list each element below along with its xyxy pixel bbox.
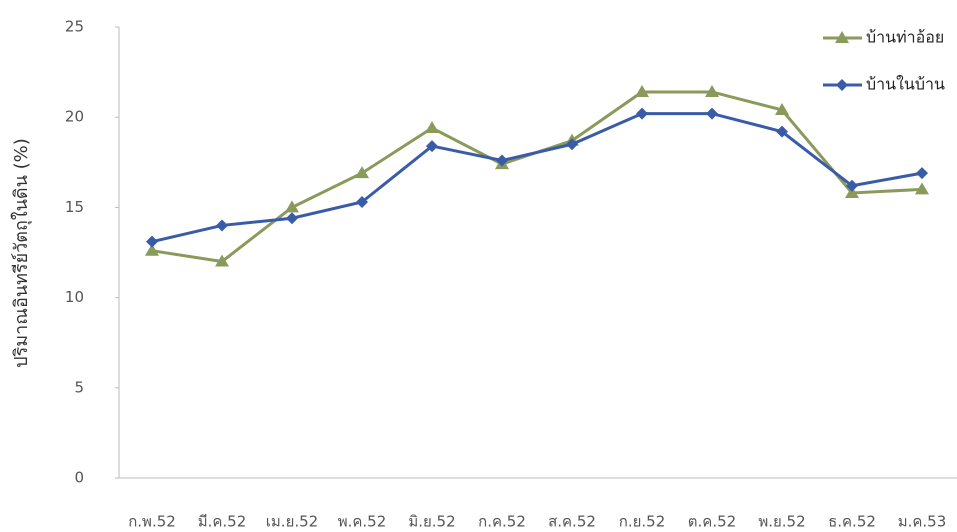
x-tick-label: พ.ค.52 <box>338 513 387 531</box>
y-tick-label: 0 <box>74 469 84 487</box>
x-tick-label: มิ.ย.52 <box>408 513 455 531</box>
x-tick-label: ก.ย.52 <box>619 513 666 531</box>
point <box>566 138 578 151</box>
series-line <box>151 90 923 264</box>
series-line <box>151 112 923 244</box>
legend-label: บ้านในบ้าน <box>866 75 945 94</box>
legend-label: บ้านท่าอ้อย <box>866 28 944 47</box>
point <box>215 254 229 267</box>
point <box>425 121 439 134</box>
x-tick-label: เม.ย.52 <box>266 513 318 531</box>
x-tick-label: พ.ย.52 <box>758 513 805 531</box>
point <box>356 195 368 208</box>
y-tick-label: 25 <box>65 18 84 36</box>
point <box>216 219 228 232</box>
point <box>286 212 298 225</box>
point <box>705 84 719 97</box>
point <box>635 84 649 97</box>
x-tick-label: ก.ค.52 <box>478 513 526 531</box>
y-tick-label: 20 <box>65 108 84 126</box>
point <box>706 107 718 120</box>
point <box>426 140 438 153</box>
y-tick-label: 5 <box>74 378 84 396</box>
x-tick-label: ส.ค.52 <box>548 513 596 531</box>
point <box>846 179 858 192</box>
x-tick-label: ม.ค.53 <box>898 513 947 531</box>
y-tick-label: 15 <box>65 198 84 216</box>
point <box>146 235 158 248</box>
legend-marker <box>835 31 849 43</box>
point <box>775 102 789 115</box>
y-tick-label: 10 <box>65 288 84 306</box>
x-tick-label: ต.ค.52 <box>688 513 736 531</box>
point <box>285 200 299 213</box>
point <box>145 243 159 256</box>
x-tick-label: มี.ค.52 <box>198 513 247 531</box>
point <box>916 167 928 180</box>
y-axis-label: ปริมาณอินทรีย์วัตถุในดิน (%) <box>10 138 32 368</box>
point <box>915 182 929 195</box>
point <box>355 166 369 179</box>
x-tick-label: ก.พ.52 <box>128 513 176 531</box>
point <box>496 154 508 167</box>
legend-marker <box>836 79 848 91</box>
point <box>636 107 648 120</box>
point <box>845 185 859 198</box>
point <box>776 125 788 138</box>
x-tick-label: ธ.ค.52 <box>828 513 876 531</box>
